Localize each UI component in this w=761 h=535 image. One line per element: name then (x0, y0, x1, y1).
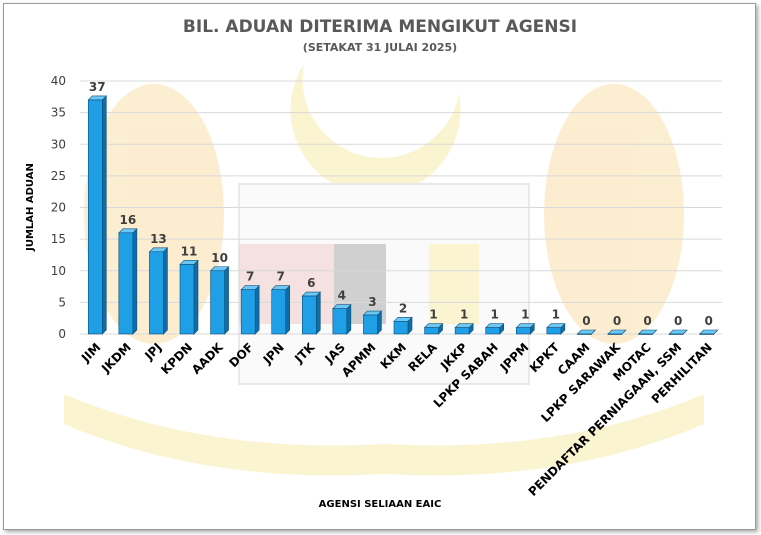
y-tick-label: 40 (51, 74, 66, 88)
y-tick-label: 10 (51, 264, 66, 278)
data-label: 7 (277, 270, 285, 284)
bar-side (346, 303, 352, 335)
bar (301, 295, 317, 335)
bar-side (132, 228, 138, 335)
chart-title: BIL. ADUAN DITERIMA MENGIKUT AGENSI (183, 17, 577, 37)
data-label: 1 (552, 308, 560, 322)
bar (515, 327, 531, 335)
bar (118, 232, 134, 335)
y-tick-label: 0 (58, 327, 66, 341)
bar-side (315, 291, 321, 335)
data-label: 37 (89, 80, 106, 94)
bar (240, 289, 256, 335)
y-tick-label: 25 (51, 169, 66, 183)
x-tick-label: JIM (78, 340, 103, 365)
data-label: 0 (705, 314, 713, 328)
data-label: 1 (460, 308, 468, 322)
data-label: 0 (613, 314, 621, 328)
data-label: 6 (307, 276, 315, 290)
bar-side (163, 247, 168, 335)
bar-side (224, 266, 229, 335)
bar (179, 264, 195, 335)
bar (210, 270, 225, 335)
x-axis-label: AGENSI SELIAAN EAIC (319, 499, 442, 510)
bar (607, 333, 623, 335)
y-axis-label: JUMLAH ADUAN (25, 163, 36, 252)
bar (699, 333, 715, 335)
data-label: 11 (181, 244, 198, 258)
bar (485, 327, 501, 335)
bar (87, 99, 103, 335)
data-label: 16 (120, 213, 137, 227)
bar-side (285, 285, 291, 335)
data-label: 0 (643, 314, 651, 328)
x-tick-label: AADK (189, 340, 226, 377)
data-label: 10 (211, 251, 228, 265)
bar-chart: BIL. ADUAN DITERIMA MENGIKUT AGENSI (SETA… (25, 17, 722, 510)
bar-top (698, 329, 719, 335)
chart-subtitle: (SETAKAT 31 JULAI 2025) (303, 41, 457, 54)
data-label: 2 (399, 301, 407, 315)
data-label: 3 (368, 295, 376, 309)
y-tick-label: 15 (51, 232, 66, 246)
y-tick-label: 5 (58, 295, 66, 309)
bar (454, 327, 470, 335)
bar-side (254, 285, 260, 335)
chart-frame: BIL. ADUAN DITERIMA MENGIKUT AGENSI (SETA… (3, 3, 756, 530)
data-label: 1 (521, 308, 529, 322)
data-label: 1 (491, 308, 499, 322)
bar (546, 327, 562, 335)
bar-side (193, 259, 199, 335)
bar-top (668, 329, 688, 335)
data-label: 1 (429, 308, 437, 322)
x-tick-label: JPJ (141, 340, 164, 363)
bar (271, 289, 287, 335)
bar (393, 321, 409, 335)
bar (668, 333, 684, 335)
data-label: 0 (582, 314, 590, 328)
data-label: 7 (246, 270, 254, 284)
x-tick-label: KPDN (158, 340, 195, 377)
y-tick-label: 30 (51, 137, 66, 151)
bar-side (101, 95, 107, 335)
y-tick-label: 35 (51, 106, 66, 120)
bar (577, 333, 592, 335)
data-label: 13 (150, 232, 167, 246)
bar (424, 327, 439, 335)
bar (638, 333, 653, 335)
x-tick-label: JKDM (98, 340, 134, 376)
data-label: 4 (338, 289, 346, 303)
bar (363, 314, 378, 335)
bar (332, 308, 348, 335)
bar (149, 251, 164, 335)
data-label: 0 (674, 314, 682, 328)
y-tick-label: 20 (51, 201, 66, 215)
